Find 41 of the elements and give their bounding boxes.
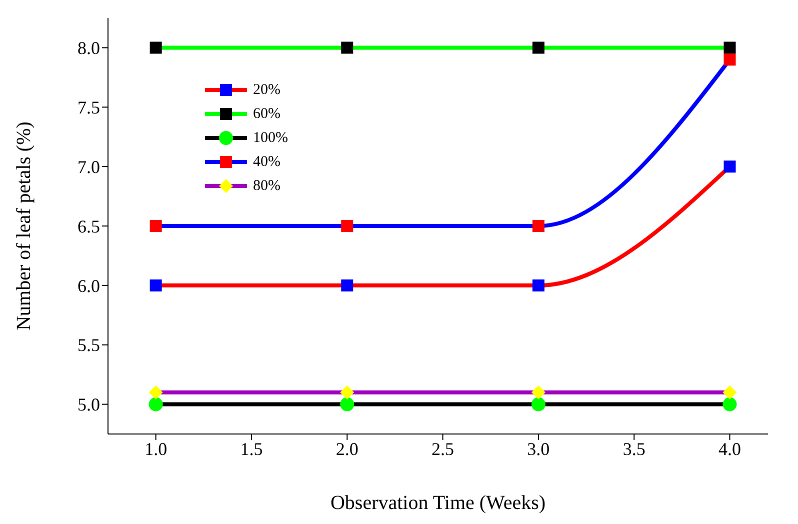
legend-label: 60%: [253, 106, 280, 122]
point: [722, 397, 737, 412]
y-tick-label: 8.0: [78, 38, 100, 58]
point: [341, 279, 354, 292]
x-tick-label: 2.0: [336, 438, 358, 459]
x-tick-label: 1.5: [240, 438, 263, 459]
y-tick-label: 6.0: [78, 276, 100, 296]
point: [148, 397, 163, 412]
y-tick-label: 7.5: [78, 98, 100, 118]
point: [531, 385, 546, 400]
legend-label: 20%: [253, 82, 280, 98]
point: [532, 220, 544, 232]
x-axis-title: Observation Time (Weeks): [330, 492, 546, 514]
point: [341, 42, 354, 54]
point: [150, 279, 162, 292]
x-tick-label: 1.0: [144, 438, 168, 459]
point: [148, 385, 163, 400]
point: [532, 279, 544, 292]
y-tick-label: 7.0: [78, 156, 100, 177]
x-tick-label: 3.0: [527, 438, 550, 459]
x-tick-label: 2.5: [432, 438, 454, 459]
point: [532, 42, 544, 54]
legend-label: 80%: [253, 178, 280, 194]
point: [724, 42, 736, 54]
point: [340, 397, 354, 412]
legend-label: 100%: [253, 130, 288, 146]
point: [722, 385, 737, 400]
point: [531, 397, 546, 412]
point: [340, 385, 354, 400]
x-tick-label: 4.0: [718, 438, 741, 459]
y-tick-label: 5.0: [78, 394, 100, 415]
point: [150, 42, 162, 54]
point: [724, 54, 736, 66]
y-axis-title: Number of leaf petals (%): [13, 122, 36, 330]
point: [341, 220, 354, 232]
point: [724, 160, 736, 173]
y-tick-label: 5.5: [78, 335, 100, 356]
legend-label: 40%: [253, 154, 280, 170]
y-tick-label: 6.5: [78, 216, 100, 236]
x-tick-label: 3.5: [622, 438, 646, 459]
point: [150, 220, 162, 232]
